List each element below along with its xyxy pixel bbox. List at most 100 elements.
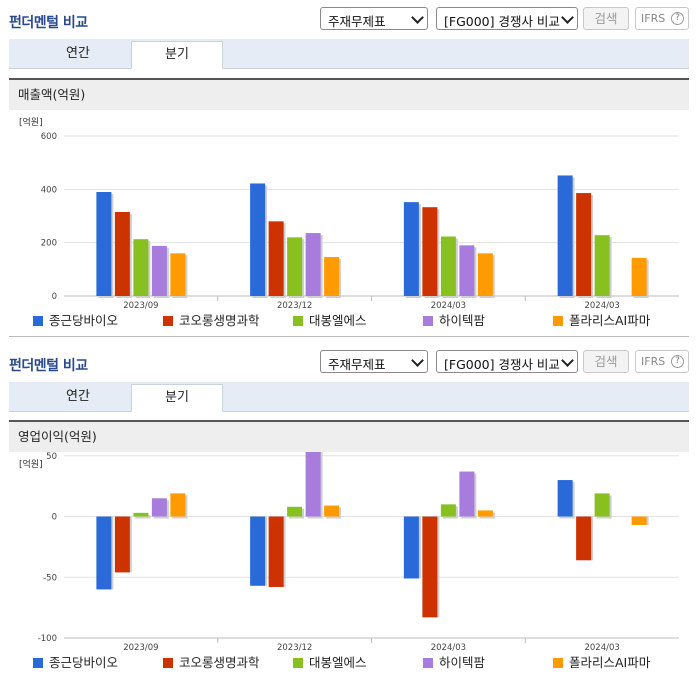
bar-1-2 xyxy=(287,506,303,517)
bar-3-1 xyxy=(576,516,592,561)
revenue-bar-chart: [억원] 0 200 400 600 2023/09 2023/12 2024/03 2024/… xyxy=(19,116,679,310)
fundamental-panel-operating-profit: 펀더멘털 비교 주재무제표 [FG000] 경쟁사 비교 검색 IFRS ? 연… xyxy=(0,343,696,684)
x-tick-label: 2023/12 xyxy=(277,301,312,310)
operating-profit-bar-chart: [억원]-100-500501002023/092023/122024/0320… xyxy=(19,452,679,652)
bar-2-0 xyxy=(403,516,419,579)
unit-label: [억원] xyxy=(19,116,43,128)
tab-annual[interactable]: 연간 xyxy=(66,389,90,404)
chevron-down-icon xyxy=(561,354,574,367)
chart-header: 매출액(억원) xyxy=(9,78,689,110)
bar-2-2 xyxy=(440,236,456,296)
legend-item[interactable]: 폴라리스AI파마 xyxy=(553,654,650,672)
legend-label: 폴라리스AI파마 xyxy=(569,313,651,328)
legend-item[interactable]: 하이텍팜 xyxy=(423,312,485,330)
y-tick-label: 0 xyxy=(52,292,57,302)
y-tick-label: -50 xyxy=(43,573,57,583)
legend-swatch xyxy=(293,316,303,326)
search-button[interactable]: 검색 xyxy=(583,7,629,30)
bar-0-2 xyxy=(133,512,149,517)
ifrs-help-button[interactable]: IFRS ? xyxy=(635,7,689,30)
tab-quarter[interactable]: 분기 xyxy=(131,41,223,69)
legend-item[interactable]: 코오롱생명과학 xyxy=(163,312,260,330)
section-title: 펀더멘털 비교 xyxy=(9,358,88,374)
legend-swatch xyxy=(33,316,43,326)
legend-item[interactable]: 코오롱생명과학 xyxy=(163,654,260,672)
bar-2-4 xyxy=(477,510,493,517)
legend-swatch xyxy=(33,658,43,668)
tab-annual[interactable]: 연간 xyxy=(66,46,90,61)
x-tick-label: 2024/03 xyxy=(584,643,619,652)
chevron-down-icon xyxy=(411,354,424,367)
bar-3-2 xyxy=(594,493,610,517)
period-tabs: 연간 분기 xyxy=(9,39,689,69)
bar-0-3 xyxy=(151,245,167,296)
statement-select-value: 주재무제표 xyxy=(328,14,386,29)
legend-label: 하이텍팜 xyxy=(439,313,486,328)
bar-1-3 xyxy=(305,233,321,296)
panel-divider xyxy=(9,336,689,337)
ifrs-label: IFRS xyxy=(641,355,666,368)
bar-0-2 xyxy=(133,239,149,296)
compare-select[interactable]: [FG000] 경쟁사 비교 xyxy=(436,350,578,373)
x-tick-label: 2024/03 xyxy=(431,301,466,310)
bar-3-2 xyxy=(594,235,610,296)
legend-item[interactable]: 종근당바이오 xyxy=(33,312,118,330)
legend-label: 하이텍팜 xyxy=(439,655,486,670)
bar-0-4 xyxy=(170,493,186,517)
legend-swatch xyxy=(553,316,563,326)
bar-2-3 xyxy=(459,245,475,296)
legend-item[interactable]: 하이텍팜 xyxy=(423,654,485,672)
bar-shadow xyxy=(135,514,151,519)
x-tick-label: 2024/03 xyxy=(584,301,619,310)
legend-item[interactable]: 대봉엘에스 xyxy=(293,654,367,672)
compare-select[interactable]: [FG000] 경쟁사 비교 xyxy=(436,7,578,30)
legend-item[interactable]: 폴라리스AI파마 xyxy=(553,312,650,330)
bar-3-4 xyxy=(631,516,647,526)
x-tick-label: 2024/03 xyxy=(431,643,466,652)
bar-3-1 xyxy=(576,193,592,296)
fundamental-panel-revenue: 펀더멘털 비교 주재무제표 [FG000] 경쟁사 비교 검색 IFRS ? 연… xyxy=(0,0,696,338)
bar-2-0 xyxy=(403,202,419,296)
bar-1-4 xyxy=(324,257,340,296)
help-icon: ? xyxy=(671,355,684,368)
legend-item[interactable]: 종근당바이오 xyxy=(33,654,118,672)
bar-0-1 xyxy=(114,212,130,296)
bar-3-0 xyxy=(557,480,573,517)
y-tick-label: 200 xyxy=(41,239,57,249)
search-button[interactable]: 검색 xyxy=(583,350,629,373)
chevron-down-icon xyxy=(411,11,424,24)
legend-swatch xyxy=(163,658,173,668)
bar-2-2 xyxy=(440,504,456,517)
x-tick-label: 2023/09 xyxy=(123,301,158,310)
legend-swatch xyxy=(423,316,433,326)
legend-swatch xyxy=(293,658,303,668)
bar-0-4 xyxy=(170,253,186,296)
y-tick-label: 600 xyxy=(41,132,57,142)
legend-item[interactable]: 대봉엘에스 xyxy=(293,312,367,330)
legend-label: 코오롱생명과학 xyxy=(179,313,260,328)
statement-select-value: 주재무제표 xyxy=(328,357,386,372)
ifrs-help-button[interactable]: IFRS ? xyxy=(635,350,689,373)
legend-label: 종근당바이오 xyxy=(49,655,119,670)
legend-label: 종근당바이오 xyxy=(49,313,119,328)
legend-label: 폴라리스AI파마 xyxy=(569,655,651,670)
section-title: 펀더멘털 비교 xyxy=(9,15,88,31)
statement-select[interactable]: 주재무제표 xyxy=(320,7,428,30)
bar-2-1 xyxy=(422,207,438,296)
chart-legend: 종근당바이오 코오롱생명과학 대봉엘에스 하이텍팜 폴라리스AI파마 xyxy=(28,312,688,330)
bar-1-1 xyxy=(268,221,284,296)
unit-label: [억원] xyxy=(19,458,43,470)
bar-3-0 xyxy=(557,175,573,296)
tab-quarter[interactable]: 분기 xyxy=(131,384,223,412)
chevron-down-icon xyxy=(561,11,574,24)
y-tick-label: 400 xyxy=(41,185,57,195)
statement-select[interactable]: 주재무제표 xyxy=(320,350,428,373)
help-icon: ? xyxy=(671,12,684,25)
bar-2-1 xyxy=(422,516,438,618)
bar-1-1 xyxy=(268,516,284,587)
bar-2-3 xyxy=(459,471,475,517)
bar-1-4 xyxy=(324,505,340,517)
chart-header: 영업이익(억원) xyxy=(9,420,689,452)
legend-swatch xyxy=(423,658,433,668)
period-tabs: 연간 분기 xyxy=(9,382,689,412)
